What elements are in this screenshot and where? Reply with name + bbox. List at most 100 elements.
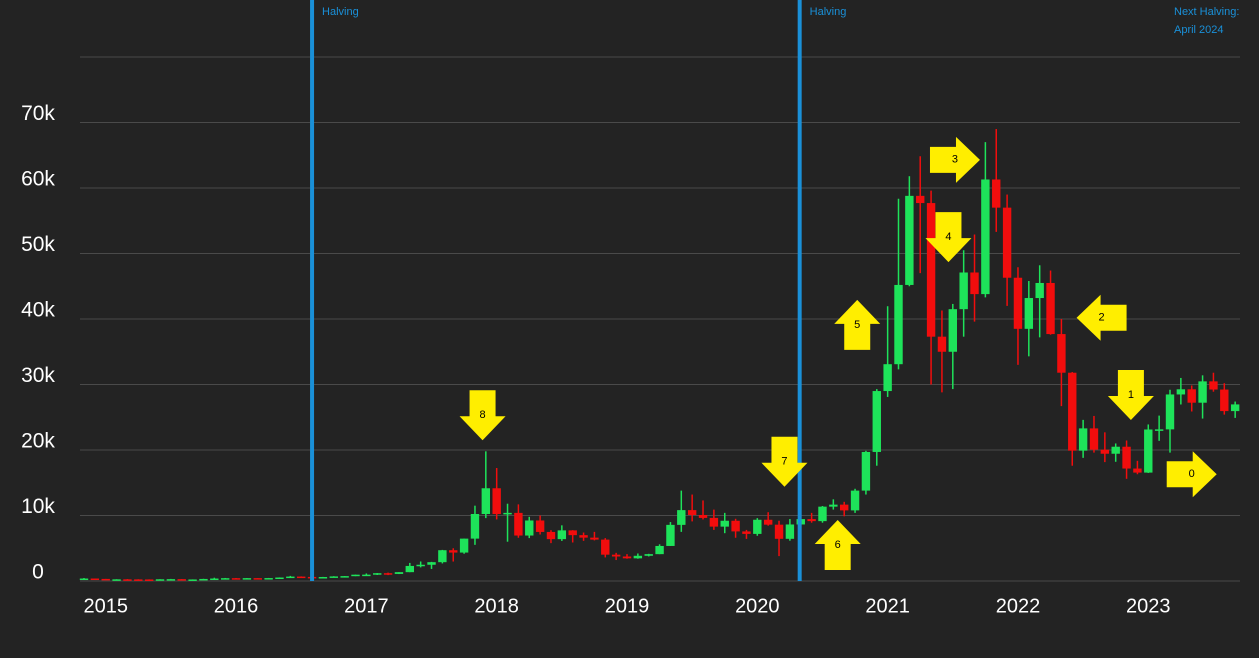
candle-body <box>166 579 176 581</box>
candle-body <box>1078 428 1088 451</box>
x-tick-label: 2018 <box>474 595 519 617</box>
candle-body <box>579 535 588 538</box>
y-tick-label: 60k <box>21 168 55 191</box>
candle-body <box>1165 394 1175 430</box>
arrow-label: 5 <box>854 319 860 331</box>
candle-body <box>601 539 610 555</box>
candle-body <box>459 538 469 553</box>
candle-body <box>644 554 653 556</box>
candle-body <box>275 577 284 580</box>
arrow-label: 7 <box>781 456 787 468</box>
candle-body <box>720 520 729 527</box>
arrow <box>834 299 881 350</box>
candle-body <box>557 530 567 540</box>
candle-body <box>297 576 306 579</box>
candle-body <box>449 550 458 553</box>
candle-body <box>937 336 947 352</box>
candle-body <box>1013 277 1023 329</box>
candle-body <box>916 195 925 204</box>
candle-body <box>1122 446 1131 469</box>
candle-body <box>1035 282 1044 299</box>
candle-body <box>123 579 132 581</box>
candle-body <box>1111 446 1120 454</box>
candle-body <box>253 578 262 580</box>
candle-body <box>1024 298 1034 329</box>
candle-body <box>1209 381 1218 390</box>
arrow-label: 1 <box>1128 389 1134 401</box>
y-tick-label: 20k <box>21 430 55 453</box>
candle-body <box>286 576 295 579</box>
candle-body <box>1198 381 1207 403</box>
candle-body <box>731 520 740 532</box>
candle-body <box>698 514 708 518</box>
candle-body <box>861 451 871 491</box>
candle-body <box>666 524 675 546</box>
candle-body <box>785 524 795 539</box>
candle-body <box>742 531 751 534</box>
candle-body <box>329 576 338 578</box>
x-tick-label: 2016 <box>214 595 259 617</box>
candle-body <box>177 579 186 581</box>
halving-label: Halving <box>322 6 359 18</box>
candle-body <box>199 578 208 581</box>
candle-body <box>1220 389 1229 412</box>
candle-body <box>1089 428 1099 450</box>
candle-body <box>220 578 230 580</box>
candle-body <box>144 579 154 581</box>
arrow <box>814 519 861 570</box>
candle-body <box>340 576 349 578</box>
candle-body <box>687 510 697 515</box>
candle-body <box>611 554 621 557</box>
arrow <box>1107 369 1154 420</box>
next-halving-text: April 2024 <box>1174 24 1224 36</box>
y-tick-label: 40k <box>21 299 55 322</box>
x-tick-label: 2022 <box>996 595 1041 617</box>
arrow-label: 0 <box>1189 468 1195 480</box>
arrow <box>761 436 808 487</box>
candle-body <box>1187 389 1196 403</box>
candle-body <box>872 391 881 452</box>
x-tick-label: 2021 <box>865 595 910 617</box>
candle-body <box>112 579 121 581</box>
candle-body <box>807 519 816 522</box>
candle-body <box>79 578 89 581</box>
candle-body <box>1002 207 1012 278</box>
candle-body <box>535 520 545 532</box>
candle-body <box>677 510 686 525</box>
candle-body <box>850 490 860 511</box>
candle-body <box>264 578 273 580</box>
candle-body <box>1046 282 1055 335</box>
candle-body <box>362 574 371 577</box>
candle-body <box>427 562 436 565</box>
x-tick-label: 2019 <box>605 595 650 617</box>
candle-body <box>1154 429 1164 431</box>
candle-body <box>470 513 480 539</box>
candle-body <box>774 524 784 539</box>
candle-body <box>242 578 252 580</box>
candle-body <box>514 512 523 536</box>
candle-body <box>905 195 914 285</box>
candle-body <box>568 530 577 536</box>
candle-body <box>525 520 534 536</box>
arrow <box>925 212 972 263</box>
candle-body <box>503 512 512 515</box>
x-tick-label: 2023 <box>1126 595 1171 617</box>
candle-body <box>383 573 393 575</box>
candle-body <box>438 550 447 563</box>
arrow <box>1166 451 1217 498</box>
candle-body <box>763 519 773 525</box>
candle-body <box>622 556 632 559</box>
candle-body <box>829 504 838 507</box>
candle-body <box>231 578 241 580</box>
candle-body <box>188 579 197 581</box>
candle-body <box>959 272 968 310</box>
candle-body <box>481 488 491 514</box>
x-tick-label: 2017 <box>344 595 389 617</box>
arrow-label: 4 <box>945 231 951 243</box>
arrow-label: 8 <box>479 409 485 421</box>
candle-body <box>394 572 404 574</box>
candle-body <box>655 545 664 555</box>
